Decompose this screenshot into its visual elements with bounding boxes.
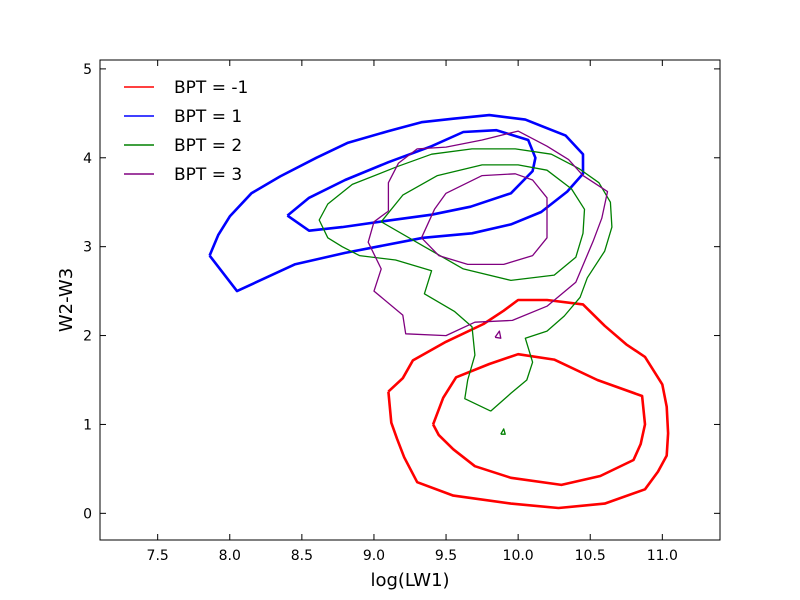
- x-axis-label: log(LW1): [370, 570, 449, 591]
- contour-series-0-level-0: [387, 298, 670, 510]
- legend-label: BPT = 1: [174, 107, 242, 127]
- x-tick-label: 10.5: [575, 548, 606, 564]
- y-tick-label: 4: [83, 151, 92, 167]
- x-tick-label: 9.0: [363, 548, 385, 564]
- contour-series-0-level-1: [431, 352, 647, 487]
- contour-series-2-level-2: [500, 428, 506, 435]
- contour-series-2-level-0: [318, 148, 613, 412]
- x-tick-label: 9.5: [435, 548, 457, 564]
- y-tick-label: 1: [83, 417, 92, 433]
- legend-label: BPT = 2: [174, 136, 242, 156]
- x-tick-label: 7.5: [147, 548, 169, 564]
- contour-series-3-level-2: [494, 330, 502, 339]
- legend-label: BPT = 3: [174, 165, 242, 185]
- contour-layer: [208, 113, 670, 510]
- contour-series-2-level-1: [380, 164, 586, 282]
- contour-series-3-level-1: [420, 173, 548, 266]
- x-tick-label: 8.5: [291, 548, 313, 564]
- x-tick-label: 10.0: [503, 548, 534, 564]
- contour-series-3-level-0: [367, 130, 609, 337]
- y-axis-label: W2-W3: [56, 268, 77, 332]
- x-tick-label: 11.0: [647, 548, 678, 564]
- plot-frame: [99, 59, 721, 541]
- y-tick-label: 0: [83, 506, 92, 522]
- legend: BPT = -1 BPT = 1 BPT = 2 BPT = 3: [124, 78, 248, 185]
- contour-series-1-level-1: [286, 128, 537, 232]
- legend-label: BPT = -1: [174, 78, 248, 98]
- axis-ticks: 7.5 8.0 8.5 9.0 9.5 10.0 10.5 11.0 0 1 2 3 4 5: [83, 60, 720, 564]
- y-tick-label: 3: [83, 240, 92, 256]
- contour-series-1-level-0: [208, 113, 585, 293]
- y-tick-label: 5: [83, 62, 92, 78]
- y-tick-label: 2: [83, 329, 92, 345]
- x-tick-label: 8.0: [219, 548, 241, 564]
